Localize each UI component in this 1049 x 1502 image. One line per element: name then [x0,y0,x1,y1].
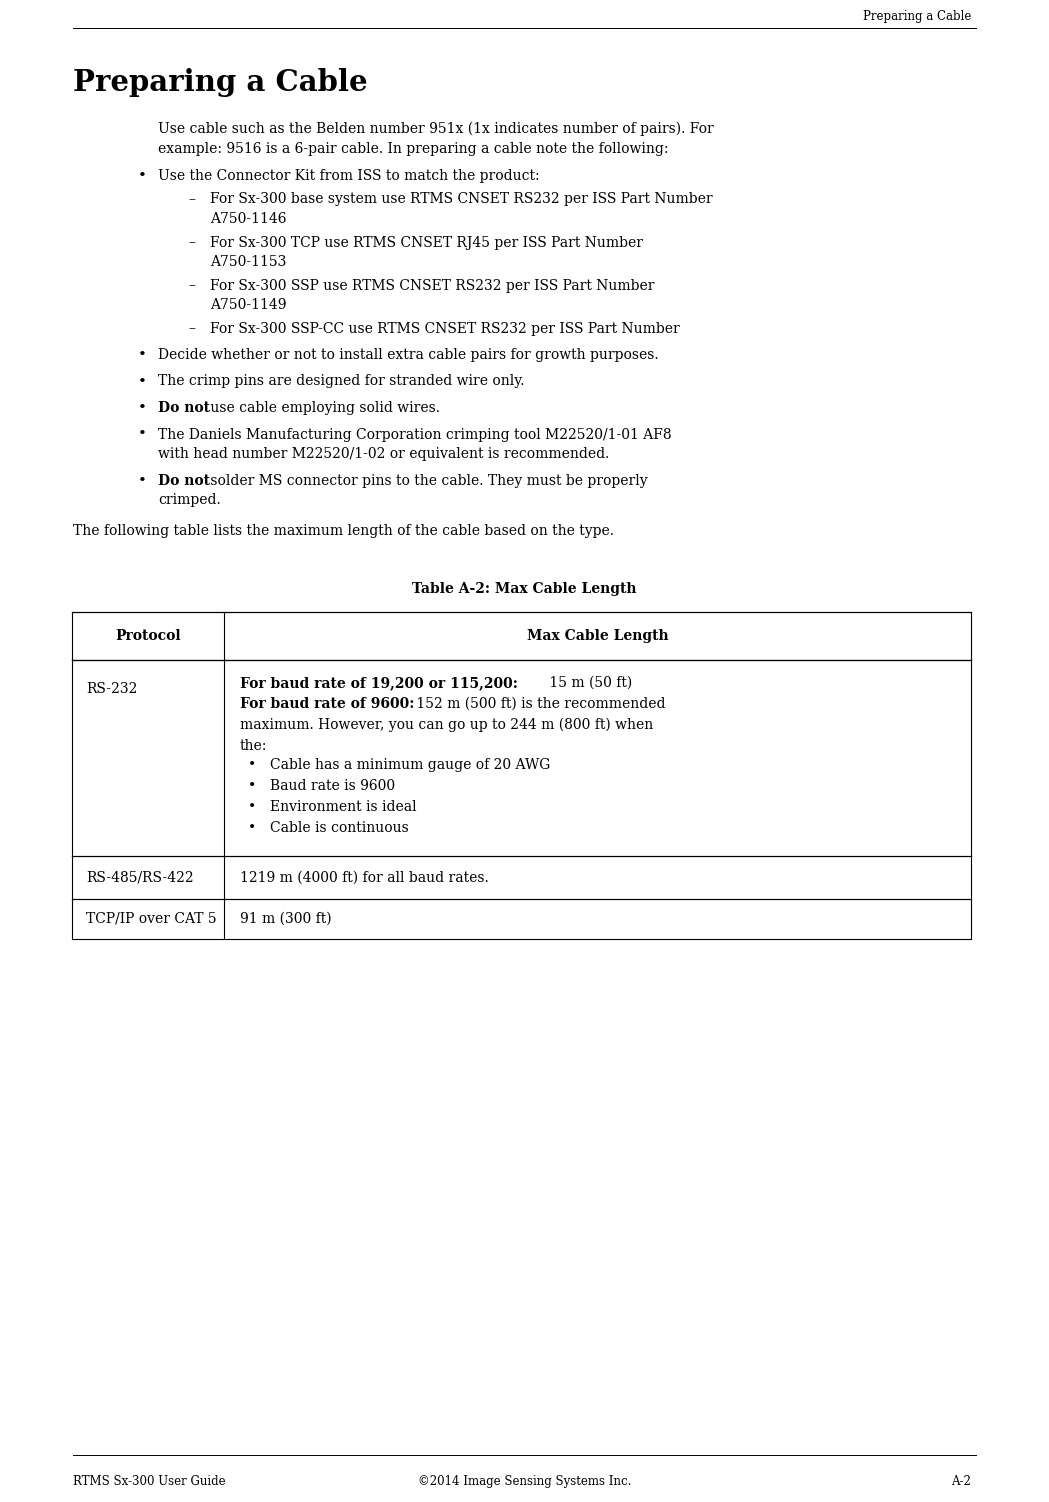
Text: crimped.: crimped. [158,493,220,508]
Text: •: • [138,401,147,415]
Text: Preparing a Cable: Preparing a Cable [73,68,367,98]
Text: For Sx-300 SSP use RTMS CNSET RS232 per ISS Part Number: For Sx-300 SSP use RTMS CNSET RS232 per … [210,278,655,293]
Text: •: • [248,759,256,772]
Text: 15 m (50 ft): 15 m (50 ft) [545,676,633,689]
Text: Cable is continuous: Cable is continuous [270,822,409,835]
Text: The Daniels Manufacturing Corporation crimping tool M22520/1-01 AF8: The Daniels Manufacturing Corporation cr… [158,428,671,442]
Text: For baud rate of 9600:: For baud rate of 9600: [240,697,414,710]
Text: use cable employing solid wires.: use cable employing solid wires. [206,401,440,415]
Text: The following table lists the maximum length of the cable based on the type.: The following table lists the maximum le… [73,524,614,539]
Text: •: • [138,374,147,389]
Text: 1219 m (4000 ft) for all baud rates.: 1219 m (4000 ft) for all baud rates. [240,870,489,885]
Text: RS-485/RS-422: RS-485/RS-422 [86,870,194,885]
Text: the:: the: [240,739,267,753]
Text: –: – [188,192,195,206]
Text: •: • [248,801,256,814]
Text: solder MS connector pins to the cable. They must be properly: solder MS connector pins to the cable. T… [206,473,647,488]
Text: A-2: A-2 [951,1475,971,1488]
Text: A750-1153: A750-1153 [210,255,286,269]
Text: For Sx-300 base system use RTMS CNSET RS232 per ISS Part Number: For Sx-300 base system use RTMS CNSET RS… [210,192,712,206]
Text: with head number M22520/1-02 or equivalent is recommended.: with head number M22520/1-02 or equivale… [158,448,609,461]
Text: For Sx-300 TCP use RTMS CNSET RJ45 per ISS Part Number: For Sx-300 TCP use RTMS CNSET RJ45 per I… [210,236,643,249]
Text: RTMS Sx-300 User Guide: RTMS Sx-300 User Guide [73,1475,226,1488]
Text: For baud rate of 19,200 or 115,200:: For baud rate of 19,200 or 115,200: [240,676,518,689]
Text: Do not: Do not [158,473,210,488]
Text: Do not: Do not [158,401,210,415]
Text: Environment is ideal: Environment is ideal [270,801,416,814]
Text: maximum. However, you can go up to 244 m (800 ft) when: maximum. However, you can go up to 244 m… [240,718,654,733]
Text: Use the Connector Kit from ISS to match the product:: Use the Connector Kit from ISS to match … [158,170,539,183]
Text: Use cable such as the Belden number 951x (1x indicates number of pairs). For: Use cable such as the Belden number 951x… [158,122,713,137]
Text: •: • [138,348,147,362]
Text: Protocol: Protocol [115,629,180,643]
Text: 152 m (500 ft) is the recommended: 152 m (500 ft) is the recommended [412,697,665,710]
Text: Preparing a Cable: Preparing a Cable [862,11,971,23]
Text: Max Cable Length: Max Cable Length [527,629,668,643]
Text: Cable has a minimum gauge of 20 AWG: Cable has a minimum gauge of 20 AWG [270,759,551,772]
Text: RS-232: RS-232 [86,682,137,695]
Text: •: • [248,780,256,793]
Text: 91 m (300 ft): 91 m (300 ft) [240,912,331,925]
Text: –: – [188,321,195,335]
Text: Baud rate is 9600: Baud rate is 9600 [270,780,395,793]
Text: –: – [188,278,195,293]
Text: For Sx-300 SSP-CC use RTMS CNSET RS232 per ISS Part Number: For Sx-300 SSP-CC use RTMS CNSET RS232 p… [210,321,680,335]
Text: •: • [138,428,147,442]
Text: A750-1146: A750-1146 [210,212,286,225]
Text: Table A-2: Max Cable Length: Table A-2: Max Cable Length [412,581,637,596]
Text: •: • [138,473,147,488]
Text: TCP/IP over CAT 5: TCP/IP over CAT 5 [86,912,217,925]
Text: •: • [138,170,147,183]
Text: example: 9516 is a 6-pair cable. In preparing a cable note the following:: example: 9516 is a 6-pair cable. In prep… [158,141,668,156]
Text: •: • [248,822,256,835]
Text: Decide whether or not to install extra cable pairs for growth purposes.: Decide whether or not to install extra c… [158,348,659,362]
Text: –: – [188,236,195,249]
Text: ©2014 Image Sensing Systems Inc.: ©2014 Image Sensing Systems Inc. [418,1475,631,1488]
Text: The crimp pins are designed for stranded wire only.: The crimp pins are designed for stranded… [158,374,524,389]
Text: A750-1149: A750-1149 [210,297,286,312]
